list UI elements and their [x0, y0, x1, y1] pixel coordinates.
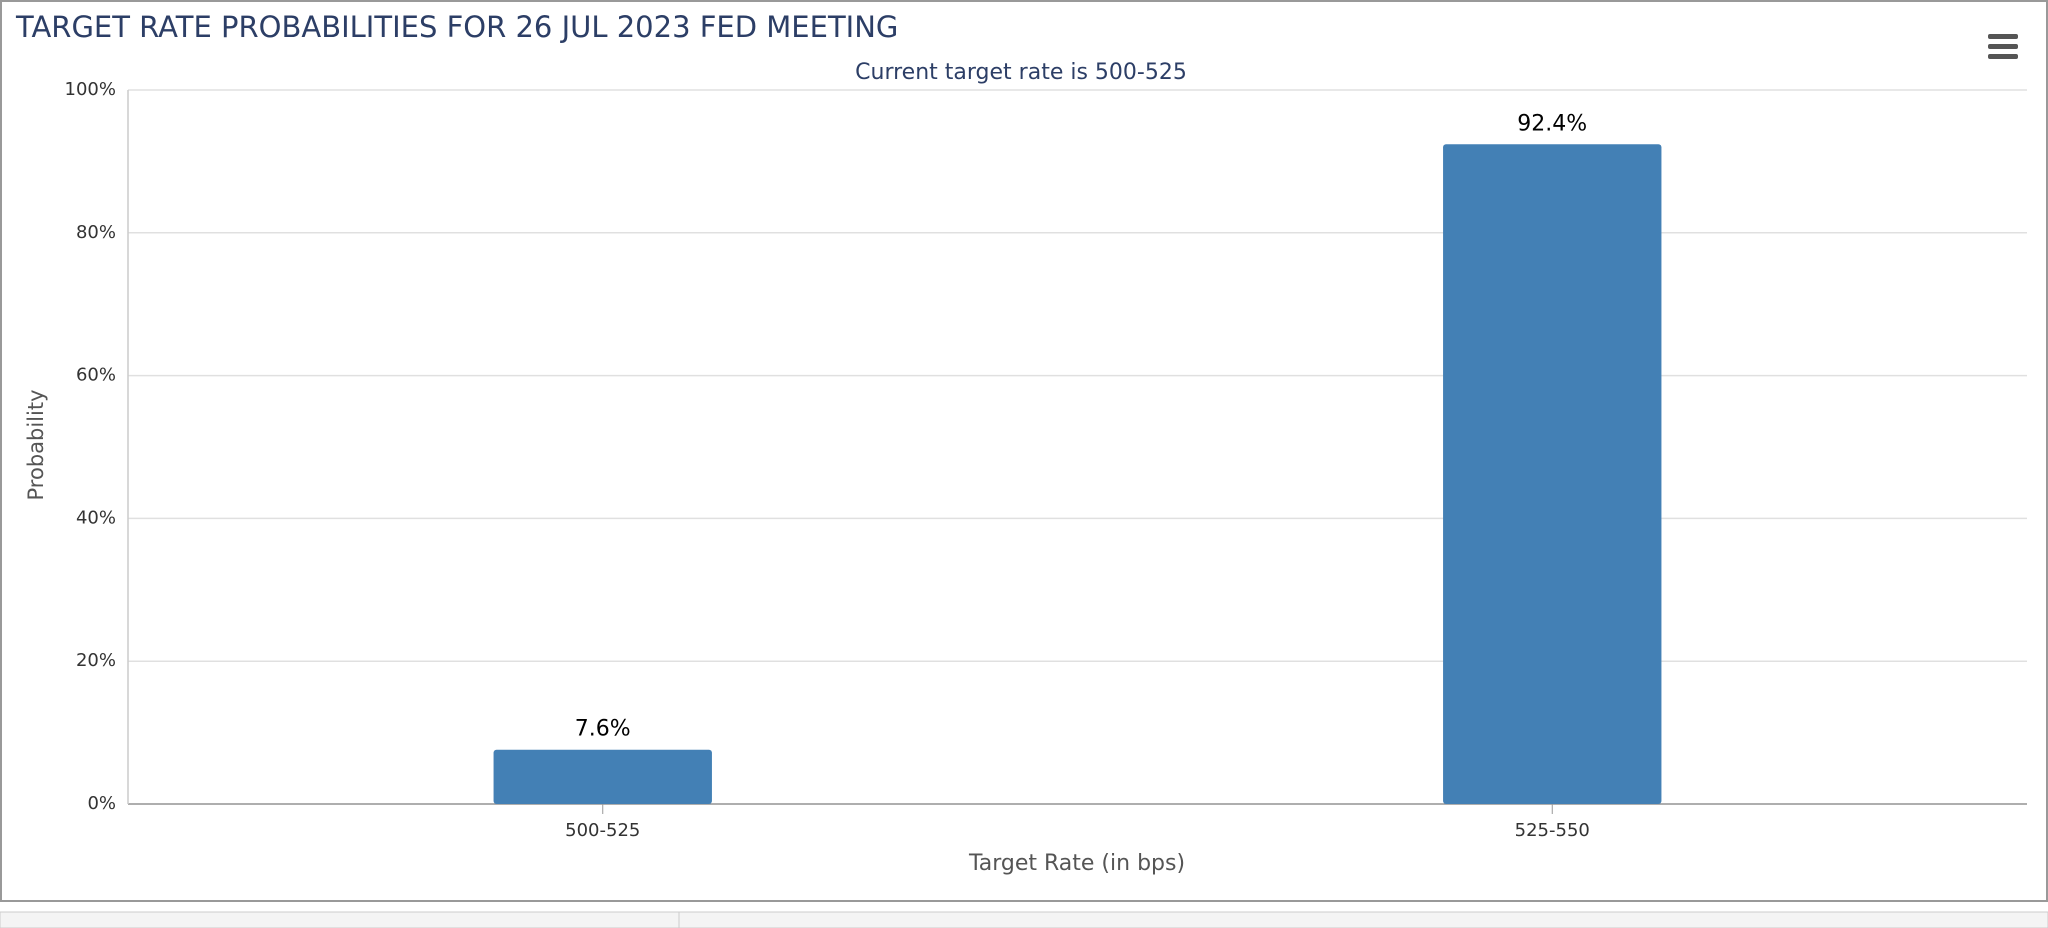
y-tick-label: 100%: [65, 79, 116, 100]
menu-bar[interactable]: [1988, 44, 2018, 49]
menu-button[interactable]: [1988, 34, 2018, 59]
x-tick-label: 525-550: [1515, 820, 1590, 841]
bottom-panel: [0, 911, 2048, 928]
bar: [1443, 144, 1662, 804]
chart-subtitle: Current target rate is 500-525: [855, 60, 1187, 85]
chart-frame: [0, 0, 2048, 902]
menu-bar[interactable]: [1988, 34, 2018, 39]
y-axis-title: Probability: [24, 389, 48, 500]
x-axis-title: Target Rate (in bps): [968, 851, 1185, 876]
y-tick-label: 20%: [76, 650, 116, 671]
y-tick-label: 60%: [76, 365, 116, 386]
data-label: 7.6%: [575, 717, 631, 742]
y-tick-label: 80%: [76, 222, 116, 243]
menu-bar[interactable]: [1988, 54, 2018, 59]
data-label: 92.4%: [1517, 111, 1587, 136]
chart-title: TARGET RATE PROBABILITIES FOR 26 JUL 202…: [15, 10, 898, 44]
bar: [493, 749, 712, 804]
x-tick-label: 500-525: [565, 820, 640, 841]
y-tick-label: 40%: [76, 507, 116, 528]
y-tick-label: 0%: [87, 793, 116, 814]
